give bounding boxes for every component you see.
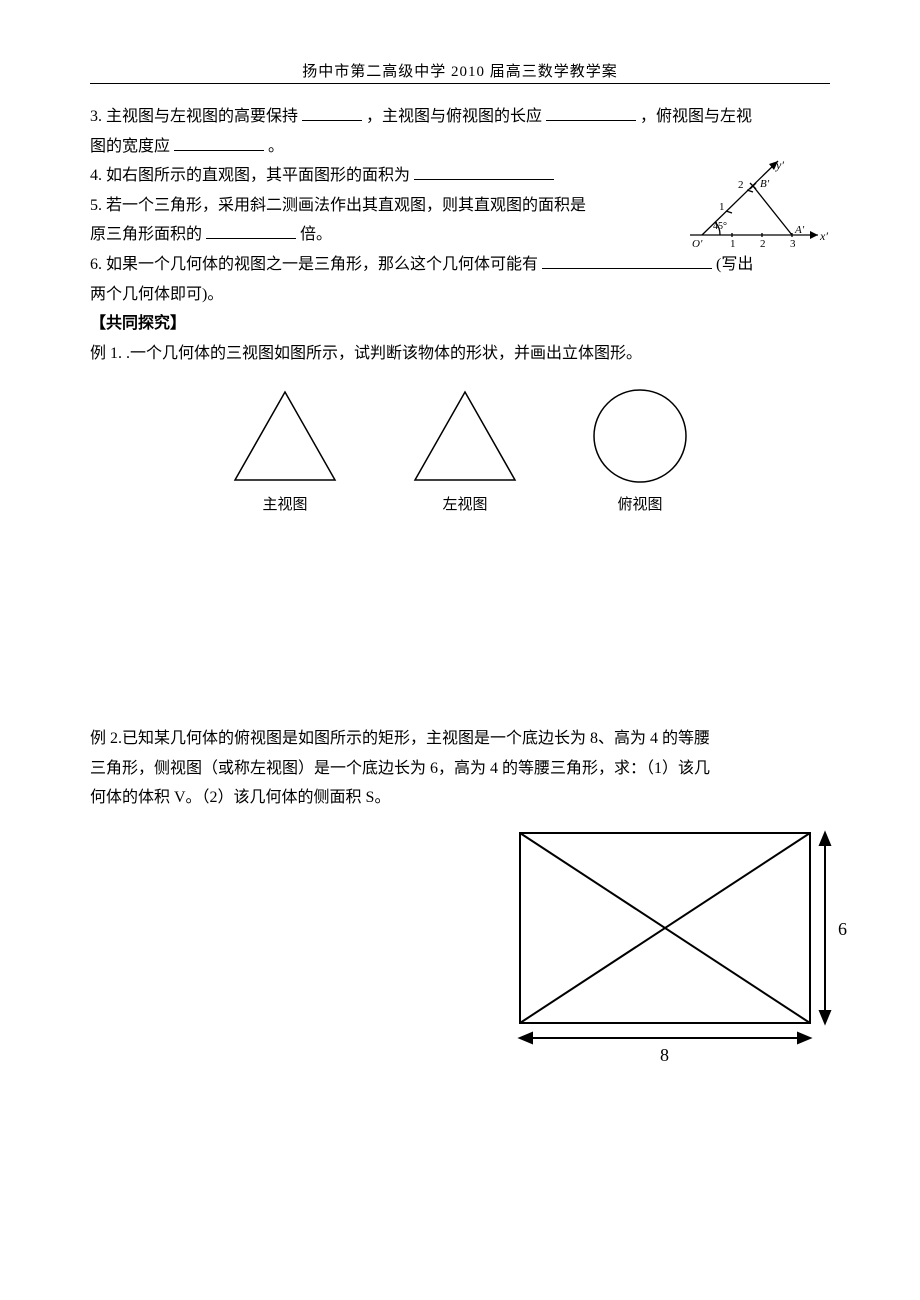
xtick-1: 1 bbox=[730, 238, 736, 250]
q3-text-b: ，主视图与俯视图的长应 bbox=[366, 108, 542, 125]
three-views-row: 主视图 左视图 俯视图 bbox=[90, 386, 830, 520]
oblique-figure: x′ y′ 45° O′ 1 2 3 A′ 1 2 B′ bbox=[680, 157, 830, 263]
ytick-1: 1 bbox=[719, 201, 725, 213]
ex2-text-b: 三角形，侧视图（或称左视图）是一个底边长为 6，高为 4 的等腰三角形，求：（1… bbox=[90, 754, 830, 784]
ex1-text: 例 1. .一个几何体的三视图如图所示，试判断该物体的形状，并画出立体图形。 bbox=[90, 339, 830, 369]
q3-text-c: ，俯视图与左视 bbox=[640, 108, 752, 125]
q5-text-b: 原三角形面积的 bbox=[90, 226, 202, 243]
top-view: 俯视图 bbox=[585, 386, 695, 520]
header-rule bbox=[90, 83, 830, 84]
rect-width-label: 8 bbox=[660, 1045, 669, 1065]
ex2-text-a: 例 2.已知某几何体的俯视图是如图所示的矩形，主视图是一个底边长为 8、高为 4… bbox=[90, 724, 830, 754]
rectangle-figure: 8 6 bbox=[500, 813, 860, 1084]
xprime-label: x′ bbox=[819, 229, 828, 243]
bprime-label: B′ bbox=[760, 178, 770, 190]
yprime-label: y′ bbox=[775, 158, 784, 172]
q3-text-d: 图的宽度应 bbox=[90, 138, 170, 155]
q5-text-c: 倍。 bbox=[300, 226, 332, 243]
page-header: 扬中市第二高级中学 2010 届高三数学教学案 bbox=[90, 60, 830, 81]
q5-text-a: 5. 若一个三角形，采用斜二测画法作出其直观图，则其直观图的面积是 bbox=[90, 197, 586, 214]
top-view-circle bbox=[585, 386, 695, 486]
q5-blank bbox=[206, 222, 296, 239]
left-view-triangle bbox=[405, 386, 525, 486]
q4-blank bbox=[414, 163, 554, 180]
q3-blank-3 bbox=[174, 134, 264, 151]
left-view-label: 左视图 bbox=[405, 492, 525, 520]
oprime-label: O′ bbox=[692, 238, 703, 250]
q3-text-e: 。 bbox=[268, 138, 284, 155]
left-view: 左视图 bbox=[405, 386, 525, 520]
top-view-label: 俯视图 bbox=[585, 492, 695, 520]
rect-height-label: 6 bbox=[838, 919, 847, 939]
q3-text-a: 3. 主视图与左视图的高要保持 bbox=[90, 108, 298, 125]
front-view-triangle bbox=[225, 386, 345, 486]
angle-label: 45° bbox=[713, 221, 727, 232]
front-view: 主视图 bbox=[225, 386, 345, 520]
q6-text-c: 两个几何体即可)。 bbox=[90, 286, 223, 303]
content: 3. 主视图与左视图的高要保持 ，主视图与俯视图的长应 ，俯视图与左视 图的宽度… bbox=[90, 102, 830, 813]
q6-text-a: 6. 如果一个几何体的视图之一是三角形，那么这个几何体可能有 bbox=[90, 256, 538, 273]
ytick-2: 2 bbox=[738, 179, 744, 191]
q4-text: 4. 如右图所示的直观图，其平面图形的面积为 bbox=[90, 167, 410, 184]
ex2-text-c: 何体的体积 V。（2）该几何体的侧面积 S。 bbox=[90, 783, 830, 813]
aprime-label: A′ bbox=[794, 224, 805, 236]
q3-blank-2 bbox=[546, 104, 636, 121]
front-view-label: 主视图 bbox=[225, 492, 345, 520]
section-heading: 【共同探究】 bbox=[90, 309, 830, 339]
q3-blank-1 bbox=[302, 104, 362, 121]
xtick-2: 2 bbox=[760, 238, 766, 250]
xtick-3: 3 bbox=[790, 238, 796, 250]
